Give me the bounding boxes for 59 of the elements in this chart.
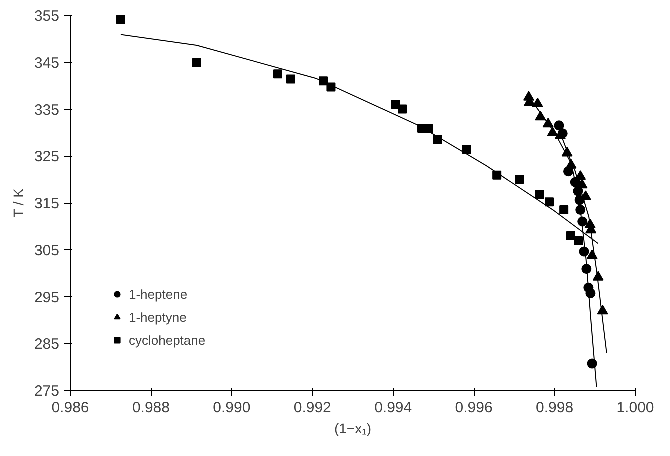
y-tick-label: 305 [34, 242, 60, 260]
point [424, 124, 434, 134]
legend-label: 1-heptyne [129, 310, 187, 324]
point [398, 104, 408, 114]
point [558, 128, 568, 139]
point [192, 58, 202, 68]
point [564, 166, 574, 177]
point [515, 175, 524, 184]
point [562, 147, 573, 157]
point [578, 216, 588, 227]
x-tick-label: 0.994 [374, 400, 412, 416]
point [326, 82, 336, 92]
x-tick-label: 1.000 [616, 400, 654, 416]
point [586, 288, 596, 298]
point [535, 110, 546, 121]
legend-label: cycloheptane [129, 332, 206, 348]
point [573, 186, 584, 196]
point [579, 246, 590, 257]
legend-label: 1-heptene [129, 286, 188, 302]
x-tick-label: 0.998 [536, 400, 574, 416]
point [542, 118, 554, 128]
y-tick-label: 325 [34, 148, 60, 166]
x-axis-title: (1−x₁) [334, 420, 372, 436]
point [582, 264, 592, 274]
point [574, 236, 584, 246]
x-tick-label: 0.986 [52, 400, 90, 416]
y-tick-label: 315 [34, 196, 60, 212]
y-tick-label: 345 [34, 54, 60, 72]
y-tick-label: 295 [34, 289, 60, 306]
point [286, 74, 296, 84]
point [492, 170, 502, 180]
y-tick-label: 355 [34, 8, 60, 25]
point [273, 70, 282, 79]
point [566, 231, 576, 240]
point [597, 305, 608, 315]
point [532, 98, 544, 108]
x-tick-label: 0.990 [213, 400, 251, 416]
point [570, 177, 580, 188]
point [116, 16, 126, 24]
y-axis-title: T / K [10, 188, 26, 218]
y-tick-label: 285 [34, 336, 60, 354]
x-tick-label: 0.992 [294, 400, 332, 416]
point [574, 195, 585, 206]
point [319, 76, 328, 86]
point [547, 126, 558, 137]
point [433, 135, 442, 144]
point [545, 198, 554, 207]
x-tick-label: 0.996 [455, 400, 493, 416]
x-tick-label: 0.988 [132, 400, 170, 416]
y-tick-label: 335 [34, 102, 60, 119]
y-tick-label: 275 [34, 383, 60, 400]
point [560, 206, 569, 215]
point [554, 120, 564, 131]
point [587, 358, 598, 369]
point [462, 145, 472, 154]
point [576, 205, 586, 216]
point [535, 190, 544, 200]
point [592, 271, 604, 281]
point [586, 250, 598, 260]
